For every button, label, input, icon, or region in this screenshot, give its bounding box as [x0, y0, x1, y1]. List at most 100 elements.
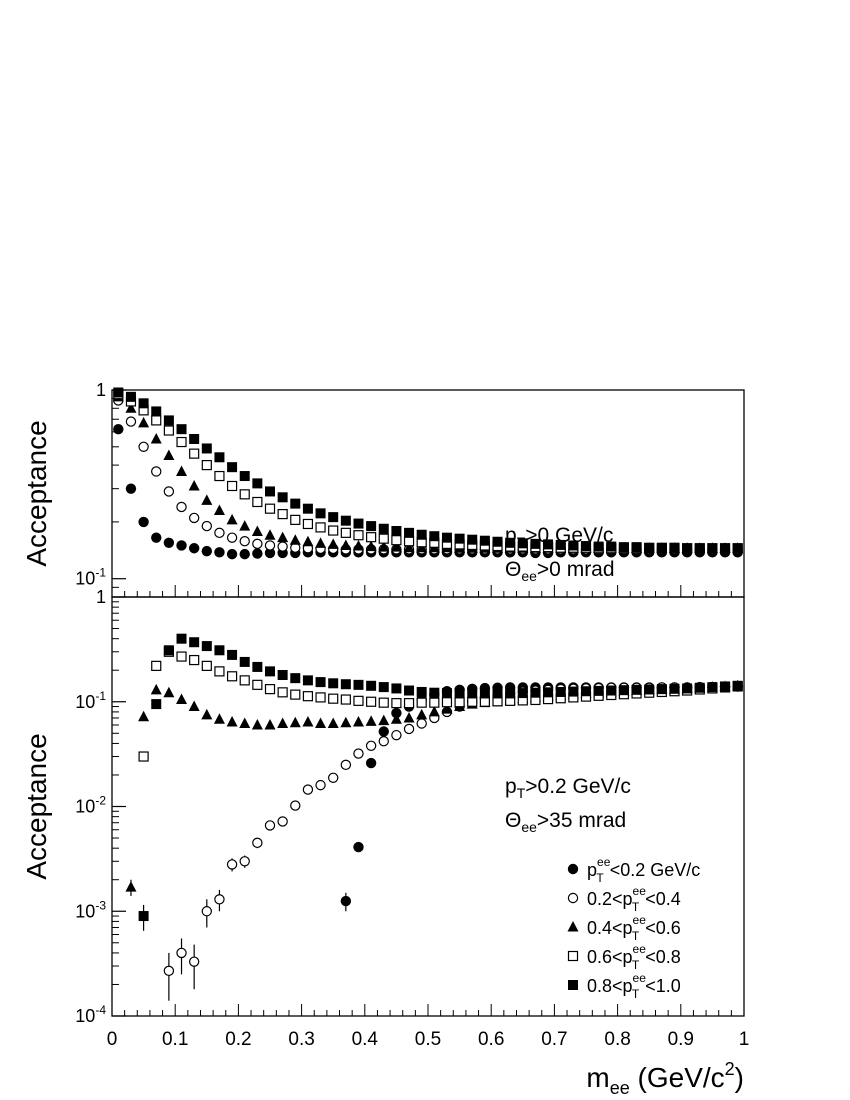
y-tick-label: 10-1: [75, 689, 106, 712]
data-point: [138, 398, 149, 409]
data-point: [517, 538, 528, 549]
data-point: [188, 512, 200, 524]
data-point: [302, 675, 313, 686]
data-point: [606, 541, 617, 552]
data-point: [226, 671, 238, 682]
data-point: [492, 536, 503, 547]
data-point: [113, 423, 124, 435]
data-point: [151, 532, 162, 543]
data-point: [454, 533, 465, 544]
data-point: [378, 736, 389, 747]
data-point: [315, 779, 326, 791]
data-point: [277, 717, 289, 728]
data-point: [366, 696, 377, 707]
data-point: [265, 666, 275, 677]
data-point: [252, 837, 263, 849]
y-tick-label: 1: [96, 587, 106, 607]
series-open-square: [138, 646, 743, 762]
data-point: [353, 679, 364, 690]
data-point: [593, 685, 604, 696]
data-point: [302, 691, 314, 702]
data-point: [315, 677, 326, 688]
data-point: [201, 906, 212, 917]
data-point: [618, 542, 629, 553]
data-point: [391, 729, 402, 741]
x-tick-label: 0.2: [225, 1029, 251, 1050]
data-point: [125, 416, 137, 427]
data-point: [644, 684, 655, 695]
data-point: [416, 708, 428, 720]
data-point: [150, 683, 162, 695]
data-point: [226, 480, 238, 492]
data-point: [302, 503, 313, 514]
annotation-pt-cut: pT>0 GeV/c: [505, 524, 613, 550]
data-point: [429, 697, 440, 708]
data-point: [328, 678, 339, 689]
data-point: [176, 436, 187, 448]
data-point: [176, 633, 187, 644]
data-point: [201, 545, 212, 557]
data-point: [252, 661, 263, 672]
data-point: [732, 543, 743, 554]
data-point: [682, 543, 693, 554]
data-point: [404, 685, 415, 696]
data-point: [239, 471, 250, 482]
annotation-theta-cut: Θee>35 mrad: [505, 809, 626, 835]
data-point: [366, 680, 377, 691]
x-axis-label: mee (GeV/c2): [586, 1059, 744, 1098]
y-axis-label: Acceptance: [21, 420, 52, 566]
data-point: [315, 692, 326, 703]
data-point: [327, 717, 339, 728]
data-point: [226, 532, 238, 543]
data-point: [251, 718, 263, 730]
data-point: [163, 486, 175, 497]
data-point: [214, 894, 225, 905]
data-point: [227, 462, 238, 473]
data-point: [656, 542, 667, 553]
data-point: [277, 687, 288, 698]
data-point: [125, 881, 137, 892]
x-tick-label: 0.3: [288, 1029, 314, 1050]
data-point: [163, 425, 174, 436]
data-point: [125, 391, 136, 402]
data-point: [366, 532, 377, 543]
data-point: [720, 681, 731, 692]
data-point: [352, 540, 364, 551]
data-point: [340, 515, 351, 526]
data-point: [353, 518, 364, 529]
data-point: [353, 841, 364, 853]
data-point: [138, 911, 149, 922]
data-point: [416, 529, 427, 540]
data-point: [265, 486, 275, 497]
data-point: [214, 645, 225, 656]
data-point: [327, 538, 339, 549]
data-point: [530, 538, 541, 549]
data-point: [239, 675, 250, 686]
data-point: [353, 695, 364, 706]
data-point: [138, 516, 149, 528]
legend-marker: [567, 950, 579, 962]
y-tick-label: 10-2: [75, 794, 106, 817]
data-point: [328, 512, 339, 523]
data-point: [340, 527, 351, 538]
data-point: [618, 685, 629, 696]
data-point: [176, 947, 187, 959]
data-point: [391, 707, 402, 719]
data-point: [277, 531, 289, 543]
data-point: [239, 856, 250, 867]
data-point: [239, 717, 251, 728]
data-point: [315, 522, 326, 533]
data-point: [707, 682, 718, 693]
y-axis-label: Acceptance: [21, 733, 52, 879]
data-point: [251, 525, 263, 536]
data-point: [441, 688, 452, 699]
data-point: [555, 686, 566, 697]
data-point: [201, 443, 212, 454]
data-point: [644, 542, 655, 553]
legend-label: 0.6<pee T <0.8: [587, 942, 681, 972]
data-point: [151, 466, 162, 477]
data-point: [214, 666, 225, 677]
data-point: [289, 716, 301, 728]
data-point: [403, 698, 415, 709]
data-point: [378, 523, 389, 534]
